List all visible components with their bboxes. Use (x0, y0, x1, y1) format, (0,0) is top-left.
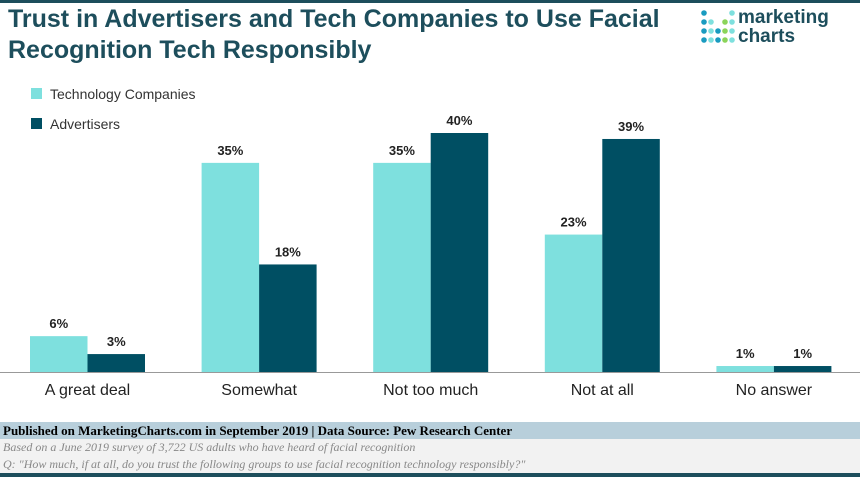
data-label: 6% (49, 316, 68, 331)
data-label: 1% (793, 346, 812, 361)
bar-chart: Technology Companies 6% 35% 35% 23% 1% Adverti… (0, 86, 860, 399)
chart-title: Trust in Advertisers and Tech Companies … (8, 5, 660, 64)
bar (373, 162, 431, 372)
bar (30, 336, 88, 372)
data-label: 35% (389, 143, 415, 158)
data-label: 39% (618, 119, 644, 134)
data-label: 18% (275, 244, 301, 259)
legend-label-1: Advertisers (50, 116, 120, 132)
logo-line1: marketing (738, 7, 829, 28)
footer-source: Published on MarketingCharts.com in Sept… (0, 422, 860, 439)
x-tick-label: Not too much (383, 382, 478, 399)
data-label: 1% (736, 346, 755, 361)
x-tick-label: Somewhat (221, 382, 297, 399)
bar (430, 133, 489, 372)
top-bar (0, 0, 860, 3)
x-tick-label: A great deal (45, 382, 130, 399)
data-label: 35% (217, 143, 243, 158)
bar (773, 366, 832, 372)
marketingcharts-logo: marketing charts (700, 8, 850, 53)
bar (87, 354, 145, 372)
legend-swatch-1 (31, 118, 42, 129)
data-label: 23% (561, 215, 587, 230)
logo-line2: charts (738, 26, 796, 47)
x-tick-label: No answer (736, 382, 813, 399)
bar (544, 234, 603, 372)
logo-dots-icon (701, 10, 735, 43)
survey-question: Q: "How much, if at all, do you trust th… (3, 457, 526, 471)
legend-swatch-0 (31, 88, 42, 99)
bar (716, 366, 774, 372)
footer-notes: Based on a June 2019 survey of 3,722 US … (0, 439, 860, 473)
survey-note: Based on a June 2019 survey of 3,722 US … (3, 440, 416, 454)
data-label: 40% (446, 113, 472, 128)
bar (201, 162, 260, 372)
bottom-bar (0, 473, 860, 477)
bar (602, 138, 660, 372)
x-tick-label: Not at all (571, 382, 634, 399)
data-label: 3% (107, 334, 126, 349)
legend-label-0: Technology Companies (50, 86, 196, 102)
bar (259, 264, 317, 372)
